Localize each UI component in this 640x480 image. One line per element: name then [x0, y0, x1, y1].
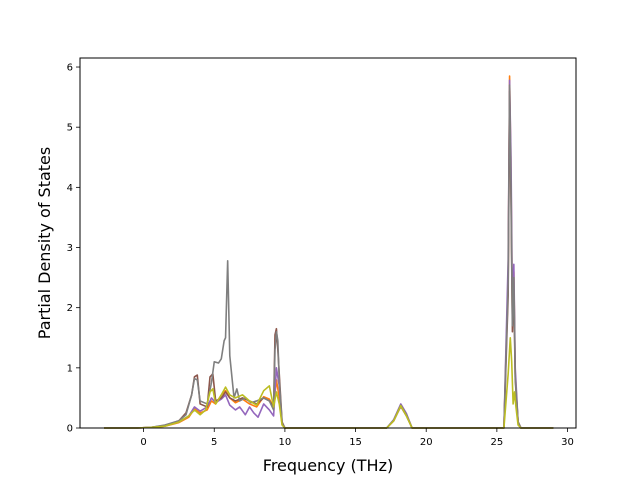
x-tick-label: 10	[279, 437, 292, 448]
x-axis-label: Frequency (THz)	[263, 456, 393, 475]
y-tick-label: 5	[67, 123, 73, 134]
y-tick-label: 4	[67, 183, 73, 194]
y-tick-label: 2	[67, 303, 73, 314]
series-layer	[104, 75, 554, 429]
x-tick-label: 15	[349, 437, 362, 448]
y-tick-label: 3	[67, 243, 73, 254]
x-tick-label: 25	[490, 437, 503, 448]
y-tick-label: 1	[67, 363, 73, 374]
y-axis-ticks: 0 1 2 3 4 5 6	[67, 63, 80, 435]
plot-background	[80, 58, 576, 428]
pdos-series-line-4	[104, 84, 554, 429]
y-tick-label: 6	[67, 63, 73, 74]
y-tick-label: 0	[67, 424, 73, 435]
x-tick-label: 5	[211, 437, 217, 448]
y-axis-label: Partial Density of States	[35, 147, 54, 339]
pdos-series-line-5	[104, 336, 554, 429]
x-axis-ticks: 0 5 10 15 20 25 30	[140, 428, 574, 448]
x-tick-label: 0	[140, 437, 146, 448]
x-tick-label: 20	[420, 437, 433, 448]
plot-frame	[79, 57, 577, 429]
x-tick-label: 30	[561, 437, 574, 448]
